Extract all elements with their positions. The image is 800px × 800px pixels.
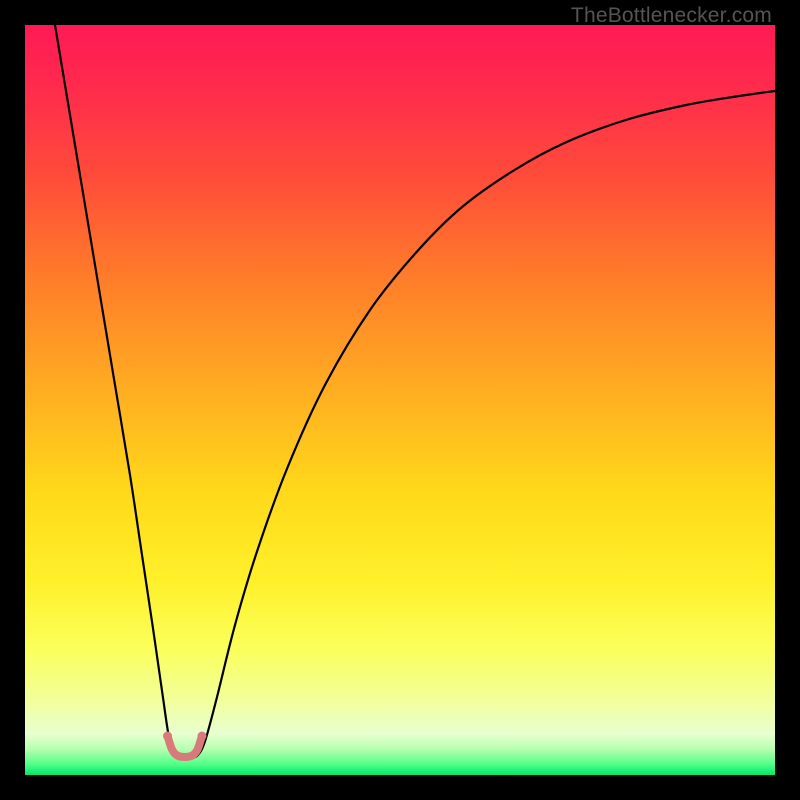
optimal-dip-marker bbox=[25, 25, 775, 775]
plot-area bbox=[25, 25, 775, 775]
watermark-text: TheBottlenecker.com bbox=[571, 4, 772, 28]
